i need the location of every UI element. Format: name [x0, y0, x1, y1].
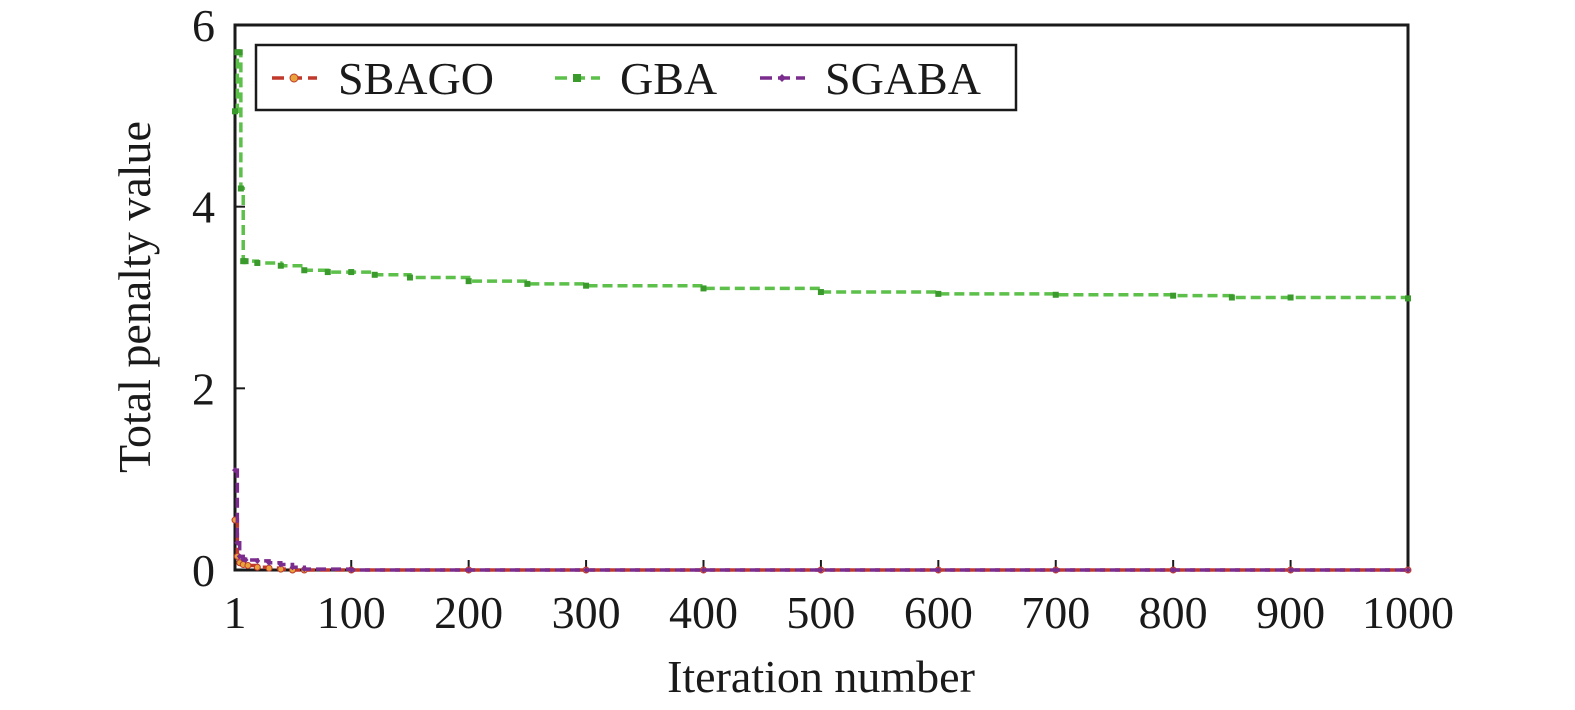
data-point-gba	[1170, 292, 1177, 299]
data-point-gba	[324, 269, 331, 276]
data-point-gba	[1228, 294, 1235, 301]
x-tick-label: 800	[1139, 587, 1208, 638]
legend-label-sgaba: SGABA	[825, 53, 981, 104]
data-point-sgaba	[1052, 567, 1059, 573]
legend-label-sbago: SBAGO	[338, 53, 494, 104]
data-point-sgaba	[266, 559, 273, 566]
legend-marker-sbago	[289, 73, 299, 83]
x-tick-label: 400	[669, 587, 738, 638]
x-tick-label: 1000	[1362, 587, 1454, 638]
data-point-sgaba	[289, 564, 296, 571]
x-axis-title: Iteration number	[667, 651, 975, 702]
data-point-gba	[348, 269, 355, 276]
x-tick-label: 1	[224, 587, 247, 638]
x-tick-label: 900	[1256, 587, 1325, 638]
data-point-sgaba	[232, 467, 238, 474]
data-point-gba	[371, 271, 378, 278]
data-point-gba	[301, 267, 308, 274]
series-layer	[231, 49, 1412, 574]
data-point-sgaba	[583, 567, 590, 573]
data-point-gba	[1405, 295, 1411, 302]
data-point-sgaba	[236, 553, 243, 560]
y-tick-label: 4	[192, 182, 215, 233]
data-point-sgaba	[301, 566, 308, 573]
data-point-sgaba	[1170, 567, 1177, 573]
x-axis-ticks: 1 100 200 300 400 500 600 700 800 900 1000	[224, 560, 1454, 638]
data-point-sgaba	[935, 567, 942, 573]
legend-box	[254, 43, 1018, 112]
x-tick-label: 600	[904, 587, 973, 638]
data-point-gba	[1287, 294, 1294, 301]
data-point-gba	[465, 278, 472, 285]
legend-marker-gba	[573, 74, 581, 82]
data-point-sgaba	[700, 567, 707, 573]
data-point-gba	[277, 262, 284, 269]
data-point-gba	[237, 185, 244, 192]
data-point-gba	[700, 285, 707, 292]
data-point-sgaba	[817, 567, 824, 573]
legend-label-gba: GBA	[620, 53, 717, 104]
data-point-sgaba	[1287, 567, 1294, 573]
data-point-gba	[236, 49, 243, 56]
x-tick-label: 300	[552, 587, 621, 638]
data-point-sgaba	[242, 557, 249, 564]
y-tick-label: 0	[192, 545, 215, 596]
x-tick-label: 500	[786, 587, 855, 638]
data-point-sbago	[244, 561, 252, 569]
data-point-gba	[935, 290, 942, 297]
data-point-sgaba	[234, 539, 241, 546]
y-tick-label: 2	[192, 363, 215, 414]
data-point-gba	[254, 259, 261, 266]
y-tick-label: 6	[192, 0, 215, 51]
x-tick-label: 100	[317, 587, 386, 638]
data-point-sbago	[265, 564, 273, 572]
data-point-gba	[817, 289, 824, 296]
data-point-sgaba	[254, 557, 261, 564]
y-axis-ticks: 0 2 4 6	[192, 0, 245, 596]
data-point-gba	[1052, 291, 1059, 298]
series-line-sgaba	[235, 468, 1408, 572]
data-point-gba	[406, 274, 413, 281]
data-point-sbago	[253, 563, 261, 571]
legend: SBAGO GBA SGABA	[254, 43, 1018, 112]
legend-marker-sgaba	[778, 74, 786, 82]
data-point-sgaba	[1405, 567, 1411, 573]
data-point-gba	[524, 280, 531, 287]
data-point-sgaba	[348, 567, 355, 573]
data-point-gba	[583, 282, 590, 289]
x-tick-label: 200	[434, 587, 503, 638]
y-axis-title: Total penalty value	[109, 121, 160, 473]
data-point-gba	[232, 108, 238, 115]
x-tick-label: 700	[1021, 587, 1090, 638]
data-point-gba	[242, 258, 249, 265]
series-sgaba	[232, 467, 1411, 573]
data-point-sgaba	[277, 561, 284, 568]
data-point-sgaba	[465, 567, 472, 573]
series-gba	[232, 49, 1411, 302]
